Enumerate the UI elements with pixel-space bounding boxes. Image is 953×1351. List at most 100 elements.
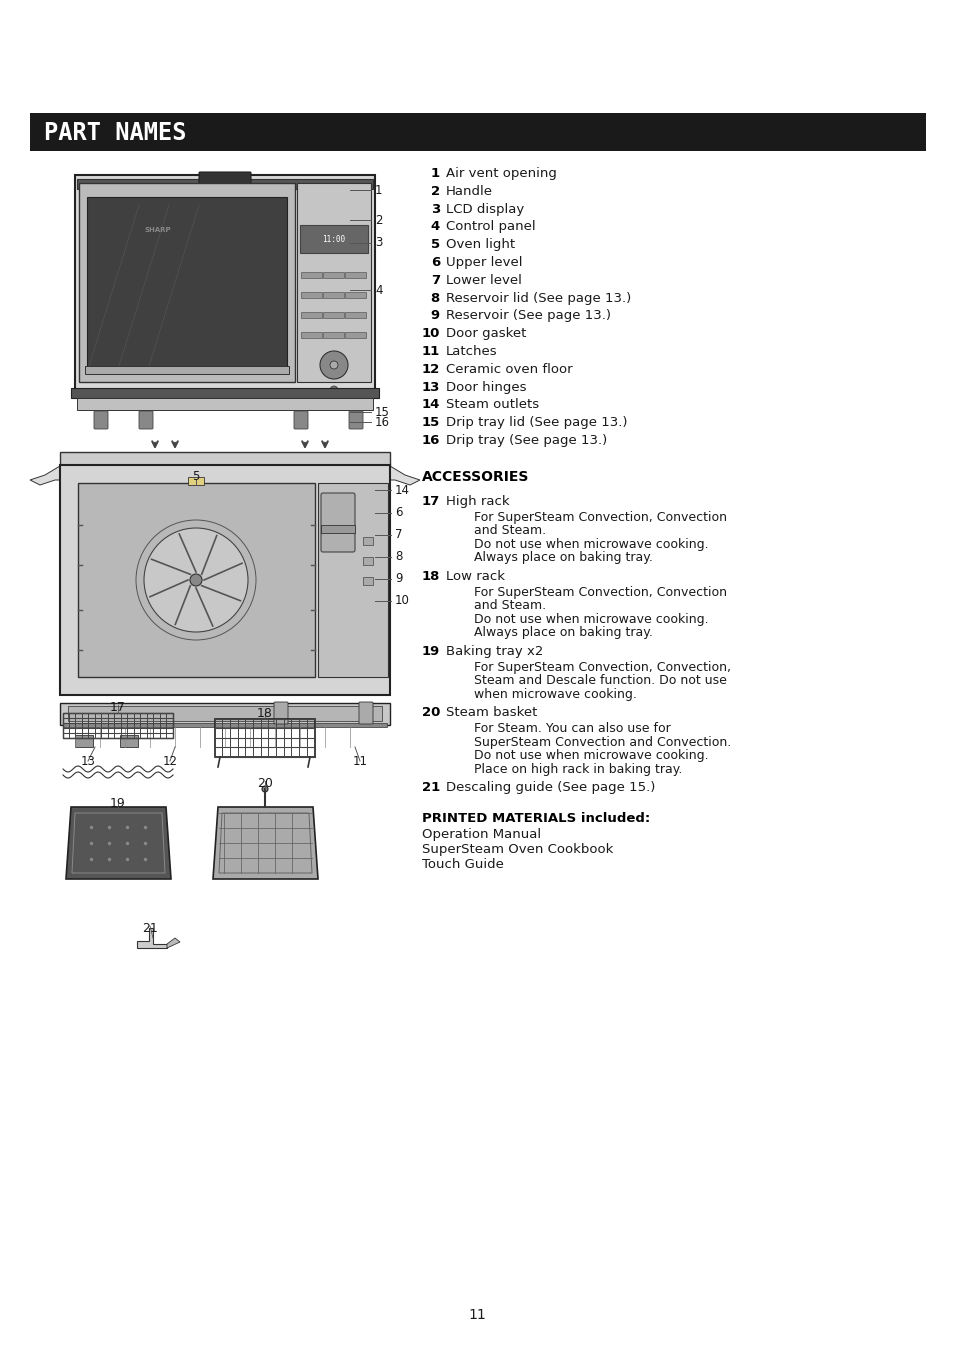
Bar (301, 332, 322, 338)
Text: 16: 16 (421, 434, 439, 447)
Text: Ceramic oven floor: Ceramic oven floor (446, 363, 572, 376)
Polygon shape (30, 466, 70, 485)
Bar (301, 272, 322, 278)
Text: 17: 17 (110, 701, 126, 713)
FancyBboxPatch shape (294, 411, 308, 430)
Text: ACCESSORIES: ACCESSORIES (421, 470, 529, 484)
Text: Baking tray x2: Baking tray x2 (446, 644, 543, 658)
Bar (296, 182, 371, 382)
Text: 4: 4 (375, 284, 382, 296)
Bar (301, 292, 322, 299)
Bar (214, 719, 314, 757)
Text: 14: 14 (421, 399, 439, 412)
Bar (301, 312, 322, 317)
Text: 16: 16 (375, 416, 390, 428)
Text: High rack: High rack (446, 494, 509, 508)
Text: Upper level: Upper level (446, 255, 522, 269)
Text: 11:00: 11:00 (322, 235, 345, 243)
FancyBboxPatch shape (358, 703, 373, 724)
Bar (60, 453, 390, 466)
Text: Latches: Latches (446, 345, 497, 358)
Text: Do not use when microwave cooking.: Do not use when microwave cooking. (474, 613, 708, 626)
FancyBboxPatch shape (199, 172, 251, 184)
Text: Steam and Descale function. Do not use: Steam and Descale function. Do not use (474, 674, 726, 688)
Text: Handle: Handle (446, 185, 493, 197)
Text: Drip tray lid (See page 13.): Drip tray lid (See page 13.) (446, 416, 627, 430)
Text: 5: 5 (431, 238, 439, 251)
Bar (63, 713, 172, 738)
Circle shape (330, 386, 337, 394)
Text: 11: 11 (421, 345, 439, 358)
Bar (63, 723, 387, 727)
Text: 6: 6 (395, 507, 402, 520)
Polygon shape (137, 928, 167, 948)
FancyBboxPatch shape (349, 411, 363, 430)
Text: PART NAMES: PART NAMES (44, 122, 186, 145)
Bar (77, 178, 373, 189)
Text: 1: 1 (431, 168, 439, 180)
Bar (363, 577, 373, 585)
Bar (345, 272, 366, 278)
Text: Always place on baking tray.: Always place on baking tray. (474, 627, 652, 639)
Text: when microwave cooking.: when microwave cooking. (474, 688, 637, 701)
Bar (87, 197, 287, 367)
Text: 11: 11 (468, 1308, 485, 1323)
Text: Door gasket: Door gasket (446, 327, 526, 340)
Text: Place on high rack in baking tray.: Place on high rack in baking tray. (474, 763, 681, 775)
Bar (78, 484, 314, 677)
Text: 20: 20 (256, 777, 273, 790)
Text: 7: 7 (395, 528, 402, 542)
Bar (323, 272, 344, 278)
Text: 12: 12 (421, 363, 439, 376)
Text: 8: 8 (395, 550, 402, 563)
Text: LCD display: LCD display (446, 203, 524, 216)
Bar (317, 484, 388, 677)
Text: 17: 17 (421, 494, 439, 508)
Text: Air vent opening: Air vent opening (446, 168, 557, 180)
Text: 11: 11 (352, 755, 367, 767)
Text: Steam outlets: Steam outlets (446, 399, 538, 412)
Circle shape (144, 528, 248, 632)
Text: 15: 15 (421, 416, 439, 430)
Text: 3: 3 (431, 203, 439, 216)
Bar (79, 182, 294, 382)
Bar (323, 292, 344, 299)
Text: 21: 21 (421, 781, 439, 794)
FancyBboxPatch shape (94, 411, 108, 430)
Text: 7: 7 (431, 274, 439, 286)
Text: 18: 18 (421, 570, 439, 582)
Text: For SuperSteam Convection, Convection: For SuperSteam Convection, Convection (474, 511, 726, 524)
Bar (75, 735, 92, 747)
Text: Always place on baking tray.: Always place on baking tray. (474, 551, 652, 565)
Text: PRINTED MATERIALS included:: PRINTED MATERIALS included: (421, 812, 650, 825)
Text: Do not use when microwave cooking.: Do not use when microwave cooking. (474, 538, 708, 551)
Text: 3: 3 (375, 236, 382, 250)
Bar (320, 526, 355, 534)
Text: Control panel: Control panel (446, 220, 535, 234)
Text: and Steam.: and Steam. (474, 524, 545, 538)
FancyBboxPatch shape (139, 411, 152, 430)
Bar (71, 388, 378, 399)
Text: Low rack: Low rack (446, 570, 504, 582)
Bar (30, 113, 925, 151)
Text: 19: 19 (110, 797, 126, 811)
Text: For Steam. You can also use for: For Steam. You can also use for (474, 723, 670, 735)
Bar (323, 332, 344, 338)
Text: 2: 2 (375, 213, 382, 227)
Text: 12: 12 (162, 755, 177, 767)
Polygon shape (66, 807, 171, 880)
Text: Steam basket: Steam basket (446, 707, 537, 719)
FancyBboxPatch shape (274, 703, 288, 724)
Text: Operation Manual: Operation Manual (421, 828, 540, 842)
Text: Lower level: Lower level (446, 274, 521, 286)
Text: 20: 20 (421, 707, 439, 719)
Text: 14: 14 (395, 484, 410, 497)
Text: Descaling guide (See page 15.): Descaling guide (See page 15.) (446, 781, 655, 794)
Bar (345, 292, 366, 299)
Bar (345, 312, 366, 317)
FancyBboxPatch shape (60, 465, 390, 694)
Bar (68, 707, 381, 721)
Circle shape (319, 351, 348, 380)
Text: Oven light: Oven light (446, 238, 515, 251)
Text: 1: 1 (375, 184, 382, 196)
